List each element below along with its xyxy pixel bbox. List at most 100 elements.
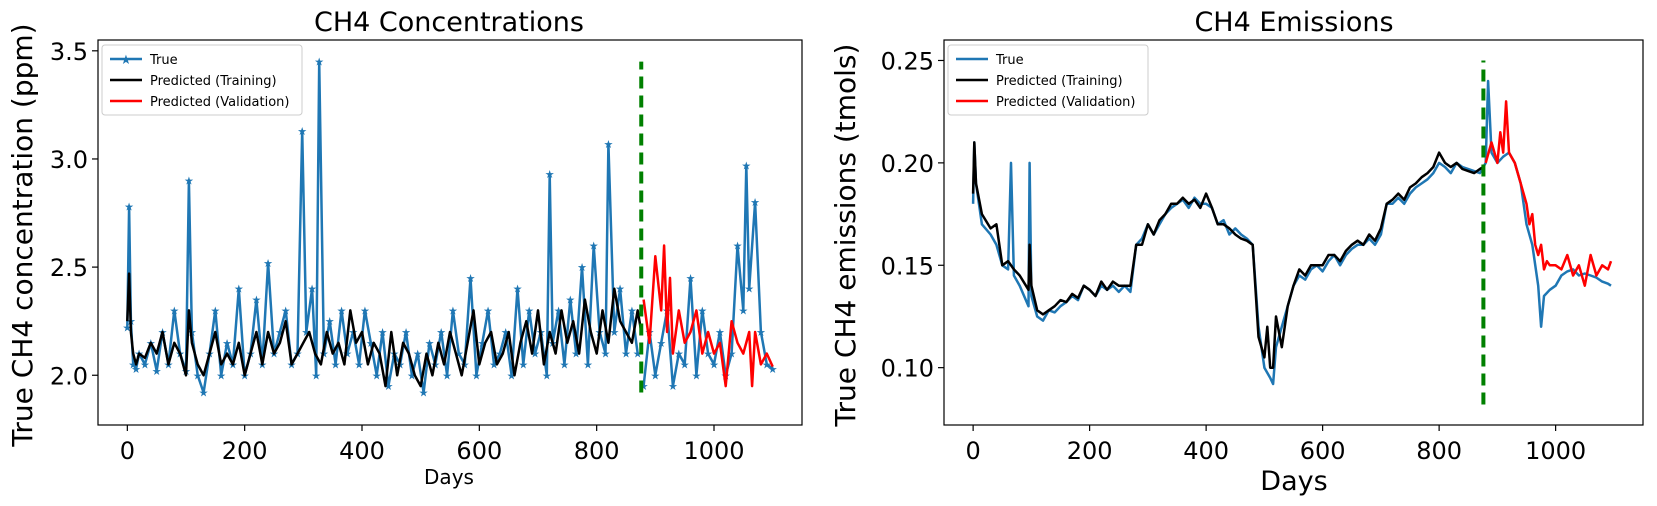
data-point-marker: ★	[372, 369, 382, 382]
x-tick-label: 400	[1183, 437, 1229, 465]
data-point-marker: ★	[565, 294, 575, 307]
legend-label: Predicted (Validation)	[996, 95, 1136, 110]
data-point-marker: ★	[477, 337, 487, 350]
data-point-marker: ★	[495, 348, 505, 361]
x-tick-label: 800	[1416, 437, 1462, 465]
data-point-marker: ★	[337, 304, 347, 317]
y-axis-label: True CH4 emissions (tmols)	[829, 44, 862, 428]
data-point-marker: ★	[577, 261, 587, 274]
data-point-marker: ★	[615, 283, 625, 296]
legend-label: Predicted (Training)	[150, 74, 277, 89]
x-tick-label: 1000	[683, 437, 744, 465]
chart-ch4-concentrations: CH4 Concentrations True CH4 concentratio…	[6, 7, 803, 489]
data-point-marker: ★	[656, 337, 666, 350]
data-point-marker: ★	[674, 348, 684, 361]
data-point-marker: ★	[466, 272, 476, 285]
data-point-marker: ★	[530, 348, 540, 361]
legend: True Predicted (Training) Predicted (Val…	[947, 44, 1149, 116]
data-point-marker: ★	[501, 326, 511, 339]
data-point-marker: ★	[297, 125, 307, 138]
data-point-marker: ★	[639, 380, 649, 393]
legend-item-predicted-validation: Predicted (Validation)	[956, 95, 1136, 110]
data-point-marker: ★	[762, 358, 772, 371]
data-point-marker: ★	[366, 337, 376, 350]
series-line-true	[971, 79, 1612, 386]
data-point-marker: ★	[686, 272, 696, 285]
series-line-predicted-training	[971, 141, 1485, 369]
data-point-marker: ★	[697, 304, 707, 317]
data-point-marker: ★	[691, 369, 701, 382]
data-point-marker: ★	[193, 369, 203, 382]
x-tick-label: 400	[339, 437, 385, 465]
data-point-marker: ★	[124, 201, 134, 214]
data-point-marker: ★	[301, 326, 311, 339]
x-tick-label: 600	[1300, 437, 1346, 465]
data-point-marker: ★	[601, 348, 611, 361]
data-point-marker: ★	[559, 358, 569, 371]
data-point-marker: ★	[513, 283, 523, 296]
star-marker: ★	[120, 53, 132, 68]
x-axis-label: Days	[1260, 466, 1327, 497]
y-tick-label: 3.0	[50, 146, 88, 174]
data-point-marker: ★	[184, 175, 194, 188]
data-point-marker: ★	[360, 304, 370, 317]
data-point-marker: ★	[633, 348, 643, 361]
data-point-marker: ★	[354, 358, 364, 371]
data-point-marker: ★	[442, 369, 452, 382]
data-point-marker: ★	[448, 304, 458, 317]
x-tick-label: 0	[965, 437, 980, 465]
x-tick-label: 600	[456, 437, 502, 465]
data-point-marker: ★	[583, 358, 593, 371]
data-point-marker: ★	[383, 380, 393, 393]
chart-title: CH4 Emissions	[1194, 7, 1393, 38]
data-point-marker: ★	[169, 304, 179, 317]
data-point-marker: ★	[650, 369, 660, 382]
data-point-marker: ★	[419, 387, 429, 400]
chart-title: CH4 Concentrations	[314, 7, 584, 38]
y-tick-label: 2.0	[50, 362, 88, 390]
legend-item-true: True	[956, 53, 1024, 68]
x-tick-label: 0	[120, 437, 135, 465]
data-point-marker: ★	[281, 304, 291, 317]
data-point-marker: ★	[621, 348, 631, 361]
data-point-marker: ★	[454, 348, 464, 361]
y-tick-label: 0.25	[881, 47, 934, 75]
data-point-marker: ★	[489, 358, 499, 371]
data-point-marker: ★	[128, 358, 138, 371]
data-point-marker: ★	[311, 369, 321, 382]
data-point-marker: ★	[234, 283, 244, 296]
legend-label: True	[995, 53, 1024, 68]
legend-item-true: ★ True	[110, 53, 178, 68]
data-point-marker: ★	[331, 358, 341, 371]
data-point-marker: ★	[425, 337, 435, 350]
data-point-marker: ★	[709, 358, 719, 371]
data-point-marker: ★	[314, 56, 324, 69]
data-point-marker: ★	[507, 369, 517, 382]
x-tick-label: 200	[222, 437, 268, 465]
data-point-marker: ★	[131, 363, 141, 376]
data-point-marker: ★	[122, 322, 132, 335]
data-point-marker: ★	[307, 283, 317, 296]
series-group: ★ ★ ★ ★ ★ ★ ★ ★ ★ ★ ★ ★ ★ ★ ★ ★ ★ ★ ★ ★ ★ ★ ★ ★ ★ ★ ★ ★ ★ ★ ★ ★ ★ ★ ★ ★ ★ ★ ★ ★…	[122, 56, 777, 400]
legend-item-predicted-training: Predicted (Training)	[110, 74, 277, 89]
data-point-marker: ★	[251, 294, 261, 307]
legend-box	[947, 44, 1149, 116]
data-point-marker: ★	[222, 337, 232, 350]
data-point-marker: ★	[756, 326, 766, 339]
data-point-marker: ★	[263, 257, 273, 270]
y-tick-label: 0.15	[881, 252, 934, 280]
x-axis-label: Days	[424, 465, 474, 489]
axes-frame	[97, 39, 803, 426]
y-tick-label: 2.5	[50, 254, 88, 282]
data-point-marker: ★	[589, 240, 599, 253]
x-tick-label: 1000	[1525, 437, 1586, 465]
data-point-marker: ★	[413, 348, 423, 361]
legend-item-predicted-validation: Predicted (Validation)	[110, 95, 290, 110]
data-point-marker: ★	[571, 348, 581, 361]
legend: ★ True Predicted (Training) Predicted (V…	[101, 44, 303, 116]
data-point-marker: ★	[733, 240, 743, 253]
legend-label: True	[149, 53, 178, 68]
data-point-marker: ★	[140, 358, 150, 371]
legend-item-predicted-training: Predicted (Training)	[956, 74, 1123, 89]
